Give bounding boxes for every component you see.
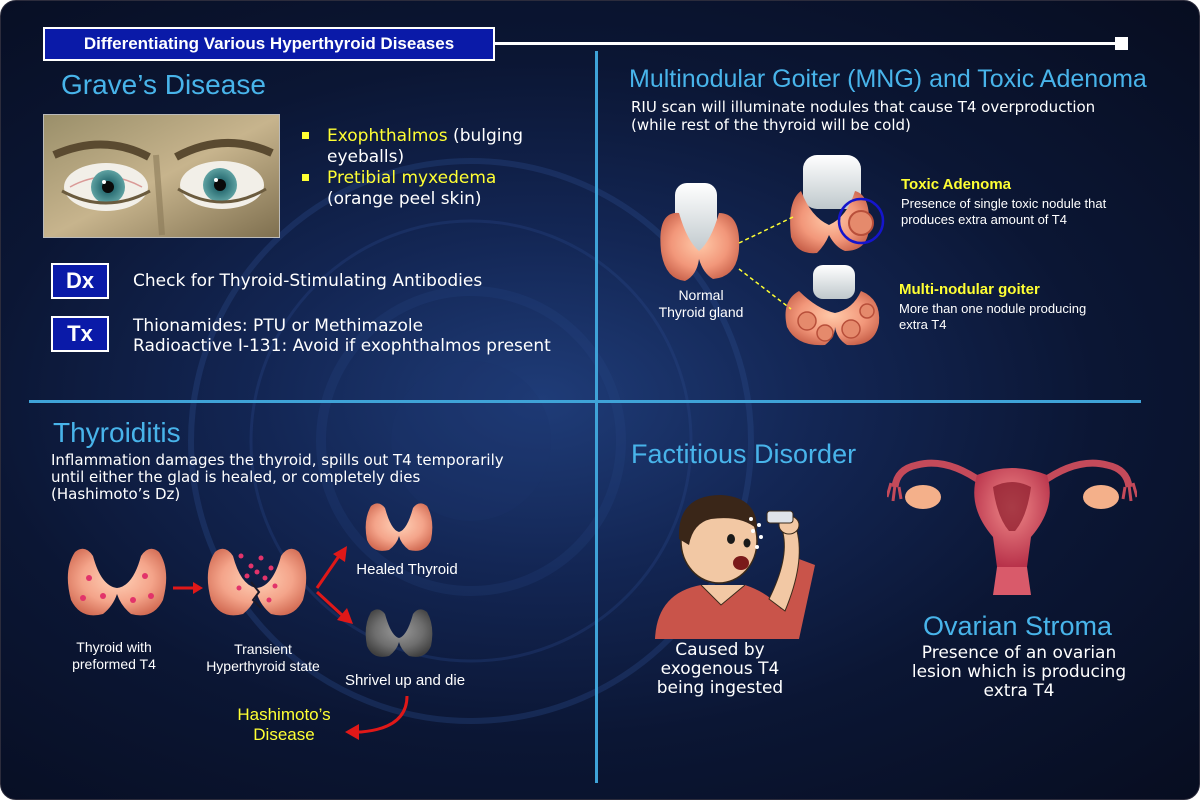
hashimoto-label: Hashimoto’s Disease: [221, 705, 347, 745]
title-rule: [495, 42, 1117, 45]
bullet-text: eyeballs): [327, 147, 405, 167]
title-rule-end: [1115, 37, 1128, 50]
normal-label-line-2: Thyroid gland: [658, 304, 744, 320]
normal-thyroid-icon: [660, 183, 740, 281]
person-taking-pills-illustration: [655, 495, 815, 639]
ovarian-title: Ovarian Stroma: [923, 611, 1113, 641]
toxic-line-2: produces extra amount of T4: [901, 212, 1067, 227]
tx-line-1: Thionamides: PTU or Methimazole: [133, 316, 424, 336]
thyroid-comparison-illustration: [660, 155, 885, 346]
dead-thyroid-icon: [365, 609, 433, 657]
ovarian-line-3: extra T4: [983, 681, 1055, 701]
preformed-label: Thyroid with preformed T4: [59, 639, 169, 673]
toxic-adenoma-thyroid-icon: [790, 155, 885, 254]
horizontal-divider: [29, 400, 1141, 403]
vertical-divider: [595, 51, 598, 783]
list-item: Pretibial myxedema (orange peel skin): [301, 168, 523, 210]
graves-title: Grave’s Disease: [61, 69, 266, 100]
thyroiditis-title: Thyroiditis: [53, 417, 181, 448]
thyroiditis-progression-diagram: [67, 503, 433, 740]
multi-line-2: extra T4: [899, 317, 947, 332]
tx-line-2: Radioactive I-131: Avoid if exophthalmos…: [133, 336, 551, 356]
mng-description: RIU scan will illuminate nodules that ca…: [631, 98, 1095, 134]
thyroiditis-desc-line-2: until either the glad is healed, or comp…: [51, 468, 421, 486]
bullet-square-icon: [302, 132, 309, 139]
multinodular-goiter-icon: [785, 265, 880, 346]
tx-tag: Tx: [51, 316, 109, 352]
preformed-line-1: Thyroid with: [76, 639, 152, 655]
thyroiditis-desc-line-1: Inflammation damages the thyroid, spills…: [51, 451, 504, 469]
mng-desc-line-1: RIU scan will illuminate nodules that ca…: [631, 98, 1096, 116]
bullet-highlight: Pretibial myxedema: [327, 168, 497, 188]
hashimoto-line-1: Hashimoto’s: [237, 705, 331, 724]
factitious-line-2: exogenous T4: [660, 659, 780, 679]
page-title: Differentiating Various Hyperthyroid Dis…: [43, 27, 495, 61]
preformed-line-2: preformed T4: [72, 656, 156, 672]
mng-title: Multinodular Goiter (MNG) and Toxic Aden…: [629, 65, 1147, 93]
dx-text: Check for Thyroid-Stimulating Antibodies: [133, 271, 483, 291]
tx-text: Thionamides: PTU or Methimazole Radioact…: [133, 316, 551, 356]
preformed-thyroid-icon: [67, 548, 167, 616]
toxic-adenoma-text: Presence of single toxic nodule that pro…: [901, 196, 1106, 228]
bullet-text: (orange peel skin): [327, 189, 482, 209]
dx-tag: Dx: [51, 263, 109, 299]
graves-signs-list: Exophthalmos (bulging eyeballs) Pretibia…: [301, 126, 523, 210]
toxic-adenoma-title: Toxic Adenoma: [901, 176, 1012, 193]
multi-line-1: More than one nodule producing: [899, 301, 1087, 316]
transient-line-1: Transient: [234, 641, 292, 657]
healed-label: Healed Thyroid: [356, 561, 458, 578]
multinodular-title: Multi-nodular goiter: [899, 281, 1040, 298]
multinodular-text: More than one nodule producing extra T4: [899, 301, 1086, 333]
bullet-text: (bulging: [447, 126, 524, 146]
shrivel-label: Shrivel up and die: [344, 672, 466, 689]
ovarian-line-1: Presence of an ovarian: [921, 643, 1117, 663]
thyroiditis-description: Inflammation damages the thyroid, spills…: [51, 452, 504, 503]
healed-thyroid-icon: [365, 503, 433, 551]
transient-line-2: Hyperthyroid state: [206, 658, 320, 674]
bullet-square-icon: [302, 174, 309, 181]
factitious-title: Factitious Disorder: [631, 439, 857, 469]
hashimoto-line-2: Disease: [253, 725, 315, 744]
transient-label: Transient Hyperthyroid state: [193, 641, 333, 675]
transient-thyroid-icon: [207, 548, 307, 616]
factitious-caption: Caused by exogenous T4 being ingested: [625, 641, 815, 698]
factitious-line-1: Caused by: [675, 640, 765, 660]
ovarian-line-2: lesion which is producing: [911, 662, 1127, 682]
normal-thyroid-label: Normal Thyroid gland: [649, 287, 753, 321]
ovarian-caption: Presence of an ovarian lesion which is p…: [897, 644, 1141, 701]
factitious-line-3: being ingested: [656, 678, 784, 698]
normal-label-line-1: Normal: [678, 287, 724, 303]
toxic-line-1: Presence of single toxic nodule that: [901, 196, 1107, 211]
bullet-highlight: Exophthalmos: [327, 126, 448, 146]
exophthalmos-photo: [43, 114, 280, 238]
uterus-ovaries-illustration: [887, 459, 1137, 595]
mng-desc-line-2: (while rest of the thyroid will be cold): [631, 116, 911, 134]
thyroiditis-desc-line-3: (Hashimoto’s Dz): [51, 485, 181, 503]
list-item: Exophthalmos (bulging eyeballs): [301, 126, 523, 168]
